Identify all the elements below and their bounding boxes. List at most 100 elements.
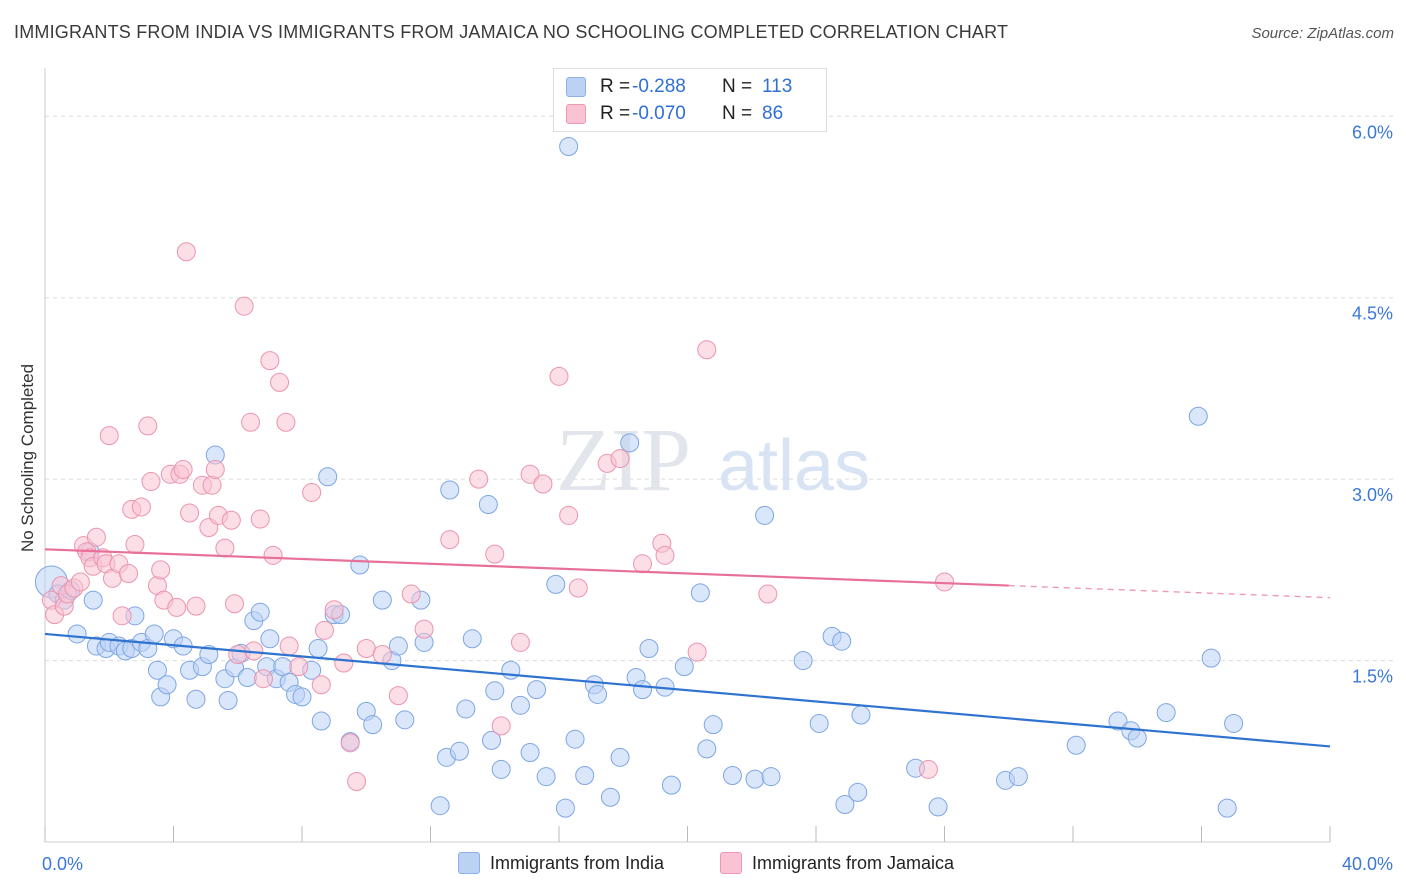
- jamaica-point: [253, 669, 273, 689]
- axes: [44, 68, 1331, 843]
- n-label: N =: [722, 103, 753, 124]
- jamaica-point: [469, 469, 489, 489]
- india-point: [809, 713, 829, 733]
- india-point: [832, 631, 852, 651]
- india-point: [1217, 798, 1237, 818]
- india-point: [755, 505, 775, 525]
- jamaica-point: [324, 600, 344, 620]
- jamaica-point: [610, 449, 630, 469]
- jamaica-point: [131, 497, 151, 517]
- india-legend-swatch: [458, 852, 480, 874]
- jamaica-point: [125, 534, 145, 554]
- jamaica-point: [138, 416, 158, 436]
- india-point: [697, 739, 717, 759]
- jamaica-point: [311, 675, 331, 695]
- jamaica-point: [559, 505, 579, 525]
- watermark-atlas: atlas: [718, 426, 870, 506]
- jamaica-point: [918, 759, 938, 779]
- legend-row-jamaica: R = -0.070 N = 86: [566, 101, 783, 127]
- series-legend: Immigrants from India Immigrants from Ja…: [0, 852, 1406, 876]
- india-point: [610, 747, 630, 767]
- india-point: [722, 765, 742, 785]
- jamaica-point: [167, 597, 187, 617]
- india-point: [311, 711, 331, 731]
- india-point: [1127, 728, 1147, 748]
- watermark: ZIP atlas: [556, 411, 870, 510]
- india-point: [620, 433, 640, 453]
- india-point: [372, 590, 392, 610]
- india-point: [575, 765, 595, 785]
- jamaica-point: [276, 412, 296, 432]
- legend-row-india: R = -0.288 N = 113: [566, 74, 792, 100]
- india-legend-label: Immigrants from India: [490, 852, 665, 873]
- india-point: [462, 629, 482, 649]
- india-point: [218, 690, 238, 710]
- india-point: [848, 782, 868, 802]
- india-point: [1108, 711, 1128, 731]
- india-point: [260, 629, 280, 649]
- n-label: N =: [722, 76, 753, 97]
- india-point: [555, 798, 575, 818]
- jamaica-legend-label: Immigrants from Jamaica: [752, 852, 955, 873]
- india-trend-line: [44, 632, 1331, 748]
- india-point: [761, 767, 781, 787]
- jamaica-point: [234, 296, 254, 316]
- india-point: [600, 787, 620, 807]
- india-point: [83, 590, 103, 610]
- jamaica-point: [260, 351, 280, 371]
- india-point: [350, 555, 370, 575]
- jamaica-point: [86, 527, 106, 547]
- jamaica-point: [99, 426, 119, 446]
- india-point: [565, 729, 585, 749]
- india-point: [1066, 735, 1086, 755]
- jamaica-point: [228, 645, 248, 665]
- india-r-value: -0.288: [632, 76, 686, 97]
- jamaica-point: [440, 530, 460, 550]
- india-point: [318, 467, 338, 487]
- jamaica-point: [633, 554, 653, 574]
- jamaica-point: [510, 632, 530, 652]
- x-tick-label: 0.0%: [42, 854, 83, 874]
- india-point: [491, 759, 511, 779]
- y-tick-label: 4.5%: [1352, 304, 1393, 324]
- india-point: [690, 583, 710, 603]
- jamaica-points: [41, 242, 954, 792]
- jamaica-trend-line: [44, 548, 1009, 587]
- india-point: [835, 795, 855, 815]
- y-tick-label: 6.0%: [1352, 122, 1393, 142]
- jamaica-point: [70, 572, 90, 592]
- tick-labels: 1.5% 3.0% 4.5% 6.0% 0.0% 40.0%: [42, 122, 1393, 874]
- jamaica-point: [221, 510, 241, 530]
- y-tick-label: 1.5%: [1352, 667, 1393, 687]
- jamaica-legend-swatch: [720, 852, 742, 874]
- india-point: [520, 742, 540, 762]
- jamaica-point: [270, 372, 290, 392]
- india-point: [237, 668, 257, 688]
- india-point: [199, 645, 219, 665]
- india-point: [430, 796, 450, 816]
- jamaica-point: [401, 584, 421, 604]
- india-point: [793, 651, 813, 671]
- india-point: [639, 638, 659, 658]
- india-point: [147, 660, 167, 680]
- jamaica-point: [289, 657, 309, 677]
- india-point: [536, 767, 556, 787]
- grid-lines: [45, 115, 1395, 662]
- jamaica-point: [225, 594, 245, 614]
- jamaica-point: [202, 475, 222, 495]
- india-point: [1156, 703, 1176, 723]
- chart-title: IMMIGRANTS FROM INDIA VS IMMIGRANTS FROM…: [14, 22, 1009, 42]
- india-point: [449, 741, 469, 761]
- india-point: [559, 137, 579, 157]
- jamaica-point: [112, 606, 132, 626]
- jamaica-point: [340, 733, 360, 753]
- jamaica-point: [568, 578, 588, 598]
- india-point: [1224, 713, 1244, 733]
- jamaica-point: [549, 366, 569, 386]
- india-point: [510, 695, 530, 715]
- india-point: [674, 657, 694, 677]
- jamaica-point: [176, 242, 196, 262]
- india-point: [1201, 648, 1221, 668]
- india-swatch: [566, 77, 586, 97]
